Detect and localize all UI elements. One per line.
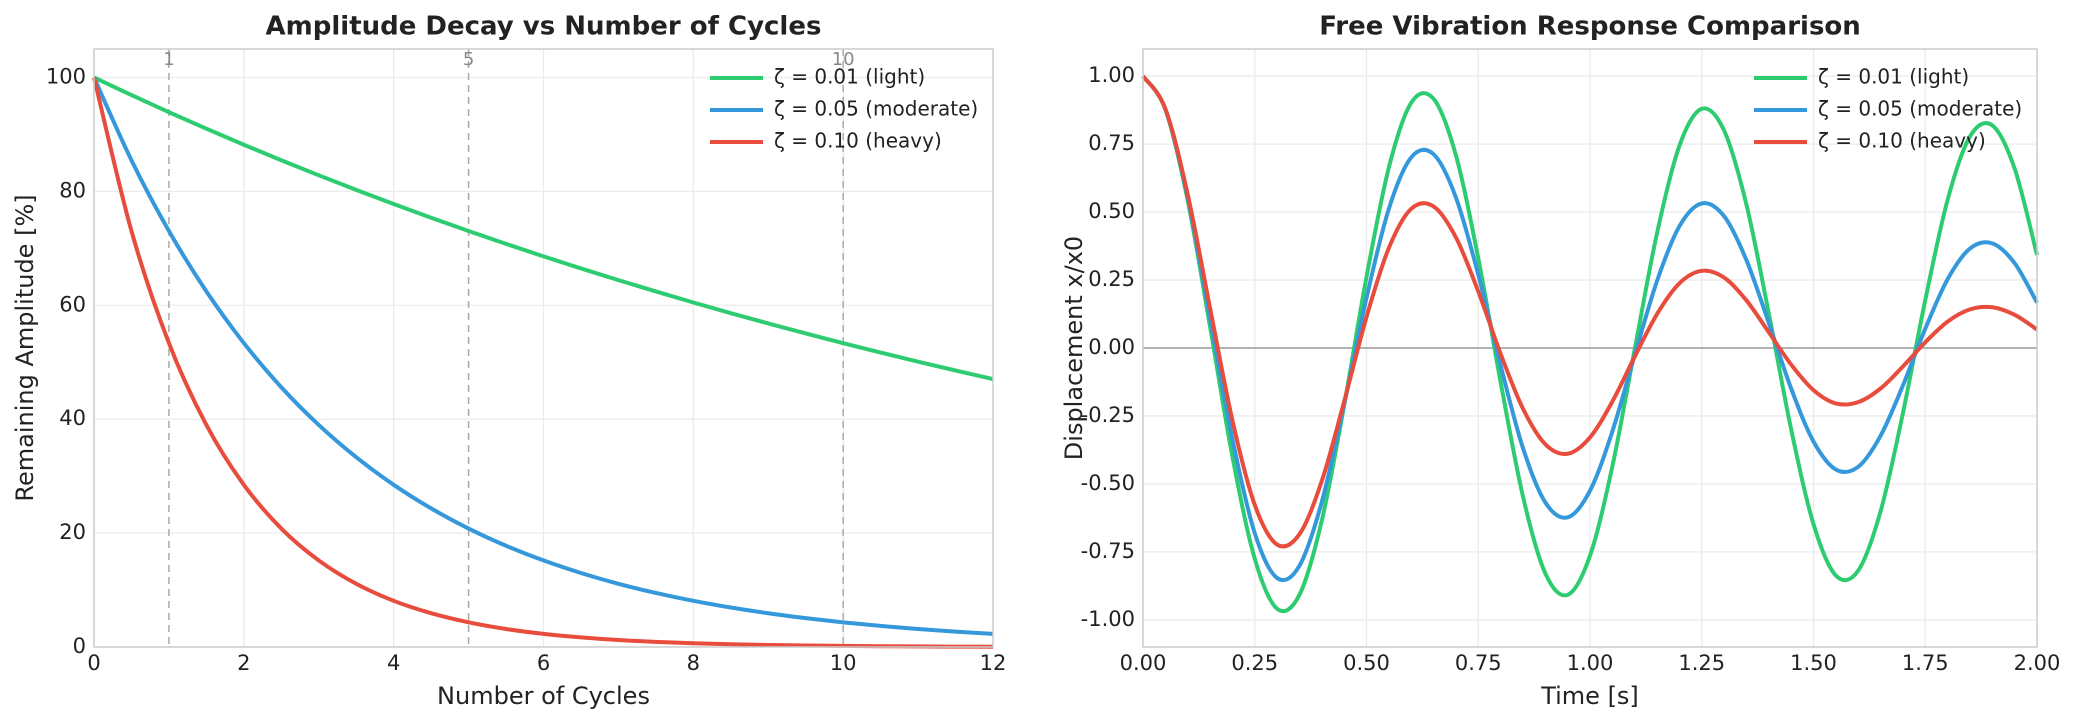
y-tick-label: -0.75 [1081,539,1135,563]
legend-label: ζ = 0.05 (moderate) [1818,97,2022,121]
x-axis-label: Number of Cycles [437,682,650,710]
y-tick-label: -0.25 [1081,403,1135,427]
series-line [1141,74,2039,614]
x-tick-label: 1.75 [1902,651,1949,675]
y-tick-label: 0 [73,634,86,658]
chart-title: Free Vibration Response Comparison [1319,12,1861,42]
series-line [92,76,994,636]
y-tick-label: -1.00 [1081,607,1135,631]
y-axis-label: Remaining Amplitude [%] [11,194,39,501]
x-tick-label: 1.25 [1678,651,1725,675]
y-tick-label: 20 [59,520,86,544]
x-tick-label: 1.50 [1790,651,1837,675]
series-line [1141,74,2039,549]
x-tick-label: 2.00 [2014,651,2061,675]
reference-label: 1 [163,49,174,70]
y-tick-label: 40 [59,406,86,430]
series-line [92,77,994,649]
x-tick-label: 1.00 [1567,651,1614,675]
x-tick-label: 0.75 [1455,651,1502,675]
y-tick-label: -0.50 [1081,471,1135,495]
x-tick-label: 0.25 [1231,651,1278,675]
y-tick-label: 80 [59,178,86,202]
reference-label: 5 [463,49,474,70]
legend-label: ζ = 0.01 (light) [774,65,925,89]
y-tick-label: 100 [46,64,86,88]
chart-title: Amplitude Decay vs Number of Cycles [266,12,822,42]
series-line [93,75,994,381]
reference-label: 10 [832,49,855,70]
y-tick-label: 60 [59,292,86,316]
legend-label: ζ = 0.01 (light) [1818,65,1969,89]
plot-frame [1142,48,2038,648]
legend-label: ζ = 0.05 (moderate) [774,97,978,121]
plot-frame [93,48,994,648]
x-tick-label: 2 [237,651,250,675]
y-tick-label: 0.50 [1088,199,1135,223]
x-tick-label: 0.50 [1343,651,1390,675]
x-tick-label: 0.00 [1120,651,1167,675]
y-tick-label: 1.00 [1088,63,1135,87]
x-tick-label: 12 [980,651,1007,675]
series-line [1141,74,2039,583]
x-tick-label: 10 [830,651,857,675]
legend-label: ζ = 0.10 (heavy) [1818,129,1986,153]
y-tick-label: 0.25 [1088,267,1135,291]
y-tick-label: 0.75 [1088,131,1135,155]
x-axis-label: Time [s] [1540,682,1639,710]
legend-label: ζ = 0.10 (heavy) [774,129,942,153]
y-axis-label: Displacement x/x0 [1060,236,1088,460]
x-tick-label: 4 [387,651,400,675]
y-tick-label: 0.00 [1088,335,1135,359]
x-tick-label: 6 [537,651,550,675]
x-tick-label: 8 [687,651,700,675]
x-tick-label: 0 [87,651,100,675]
